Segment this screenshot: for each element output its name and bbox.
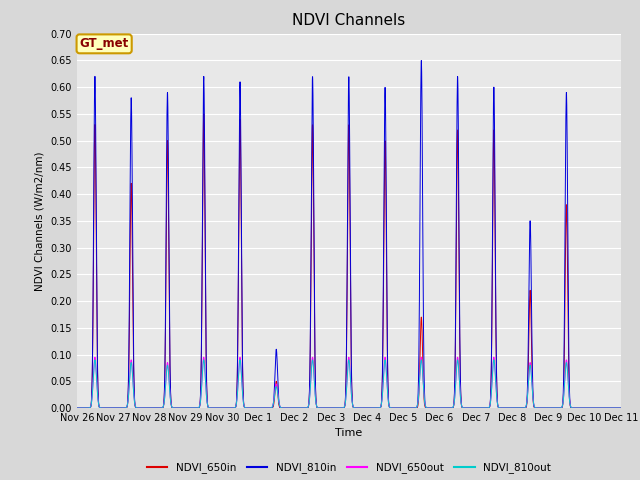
Line: NDVI_650out: NDVI_650out xyxy=(77,357,621,408)
NDVI_650out xyxy=(441,405,449,411)
NDVI_810out xyxy=(441,405,449,411)
NDVI_650out xyxy=(616,405,624,411)
NDVI_650out xyxy=(91,354,99,360)
NDVI_650in xyxy=(73,405,81,411)
Line: NDVI_810in: NDVI_810in xyxy=(77,60,621,408)
NDVI_650out xyxy=(329,405,337,411)
NDVI_810in xyxy=(617,405,625,411)
Text: GT_met: GT_met xyxy=(79,37,129,50)
NDVI_650in xyxy=(612,405,620,411)
NDVI_650in xyxy=(617,405,625,411)
NDVI_810in xyxy=(328,405,336,411)
NDVI_810in xyxy=(417,58,425,63)
Line: NDVI_650in: NDVI_650in xyxy=(77,114,621,408)
NDVI_650in xyxy=(471,405,479,411)
NDVI_810in xyxy=(73,405,81,411)
NDVI_810out xyxy=(471,405,479,411)
NDVI_810in xyxy=(616,405,624,411)
NDVI_650in xyxy=(616,405,624,411)
NDVI_810in xyxy=(471,405,479,411)
NDVI_810in xyxy=(171,405,179,411)
NDVI_650out xyxy=(73,405,81,411)
NDVI_810out xyxy=(502,405,509,411)
NDVI_650in xyxy=(502,405,509,411)
NDVI_650out xyxy=(171,405,179,411)
Y-axis label: NDVI Channels (W/m2/nm): NDVI Channels (W/m2/nm) xyxy=(35,151,45,290)
NDVI_810in xyxy=(612,405,620,411)
NDVI_650in xyxy=(441,405,449,411)
NDVI_650in xyxy=(329,405,337,411)
Legend: NDVI_650in, NDVI_810in, NDVI_650out, NDVI_810out: NDVI_650in, NDVI_810in, NDVI_650out, NDV… xyxy=(143,458,555,478)
NDVI_810out xyxy=(91,357,99,363)
Line: NDVI_810out: NDVI_810out xyxy=(77,360,621,408)
NDVI_650out xyxy=(502,405,509,411)
NDVI_650in xyxy=(200,111,207,117)
NDVI_810out xyxy=(73,405,81,411)
NDVI_650out xyxy=(471,405,479,411)
X-axis label: Time: Time xyxy=(335,429,362,438)
NDVI_810out xyxy=(329,405,337,411)
NDVI_650out xyxy=(617,405,625,411)
NDVI_810out xyxy=(171,405,179,411)
Title: NDVI Channels: NDVI Channels xyxy=(292,13,405,28)
NDVI_810out xyxy=(617,405,625,411)
NDVI_810out xyxy=(616,405,624,411)
NDVI_810in xyxy=(441,405,449,411)
NDVI_810in xyxy=(502,405,509,411)
NDVI_650in xyxy=(171,405,179,411)
